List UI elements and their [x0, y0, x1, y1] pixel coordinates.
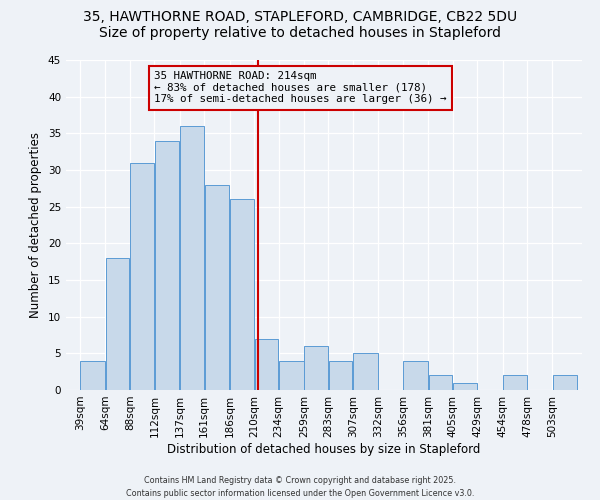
- Bar: [329, 360, 352, 390]
- Bar: [279, 360, 304, 390]
- Y-axis label: Number of detached properties: Number of detached properties: [29, 132, 43, 318]
- Bar: [353, 354, 378, 390]
- Text: 35 HAWTHORNE ROAD: 214sqm
← 83% of detached houses are smaller (178)
17% of semi: 35 HAWTHORNE ROAD: 214sqm ← 83% of detac…: [154, 71, 447, 104]
- Bar: [130, 162, 154, 390]
- Bar: [106, 258, 130, 390]
- Bar: [403, 360, 428, 390]
- Bar: [453, 382, 477, 390]
- Bar: [180, 126, 204, 390]
- X-axis label: Distribution of detached houses by size in Stapleford: Distribution of detached houses by size …: [167, 442, 481, 456]
- Bar: [205, 184, 229, 390]
- Bar: [155, 140, 179, 390]
- Text: 35, HAWTHORNE ROAD, STAPLEFORD, CAMBRIDGE, CB22 5DU
Size of property relative to: 35, HAWTHORNE ROAD, STAPLEFORD, CAMBRIDG…: [83, 10, 517, 40]
- Bar: [80, 360, 105, 390]
- Bar: [428, 376, 452, 390]
- Bar: [230, 200, 254, 390]
- Bar: [553, 376, 577, 390]
- Text: Contains HM Land Registry data © Crown copyright and database right 2025.
Contai: Contains HM Land Registry data © Crown c…: [126, 476, 474, 498]
- Bar: [503, 376, 527, 390]
- Bar: [254, 338, 278, 390]
- Bar: [304, 346, 328, 390]
